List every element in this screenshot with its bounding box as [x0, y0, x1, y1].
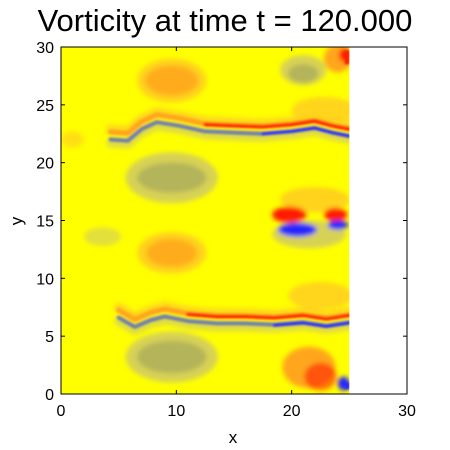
edge-negative-patch	[84, 227, 121, 246]
top-right-negative-core	[288, 64, 319, 83]
mid-right-negative-tip	[327, 220, 349, 230]
x-axis-label: x	[229, 428, 238, 447]
mid-right-positive-tip	[323, 207, 348, 222]
x-tick-label: 0	[57, 403, 66, 420]
lower-jet-positive-core	[186, 312, 350, 321]
edge-negative-strip-bottom	[344, 382, 350, 390]
eddy-upper-negative-core	[137, 162, 207, 193]
x-tick-label: 10	[167, 403, 185, 420]
mid-right-negative-core	[277, 222, 318, 237]
mid-right-positive-core	[272, 206, 307, 223]
eddy-lower-negative-core	[137, 340, 207, 374]
edge-positive-strip-top	[344, 50, 350, 65]
y-tick-label: 20	[36, 156, 54, 173]
x-tick-label: 20	[283, 403, 301, 420]
upper-jet-negative-halo	[106, 121, 350, 149]
axis-ticks: 0 10 20 30 0 5 10 15 20 25 30	[36, 40, 416, 420]
eddy-middle-positive-core	[146, 239, 198, 267]
chart-title: Vorticity at time t = 120.000	[38, 3, 413, 38]
mid-right-positive-halo	[280, 186, 350, 213]
bottom-right-positive-core	[304, 362, 337, 391]
vorticity-field	[61, 47, 350, 394]
upper-jet-positive-core	[203, 119, 350, 131]
y-axis-label: y	[7, 216, 26, 225]
lower-jet-halo	[288, 281, 350, 310]
eddy-upper-positive-core	[145, 65, 199, 96]
y-tick-label: 25	[36, 98, 54, 115]
y-tick-label: 0	[45, 387, 54, 404]
y-tick-label: 15	[36, 214, 54, 231]
lower-jet-negative-core	[272, 321, 350, 328]
y-tick-label: 30	[36, 40, 54, 57]
lower-jet-negative-halo	[114, 315, 350, 335]
field-streak-layer	[108, 50, 350, 390]
x-tick-label: 30	[398, 403, 416, 420]
y-tick-label: 10	[36, 271, 54, 288]
y-tick-label: 5	[45, 329, 54, 346]
edge-positive-patch	[61, 131, 85, 148]
upper-jet-negative-core	[261, 126, 350, 138]
